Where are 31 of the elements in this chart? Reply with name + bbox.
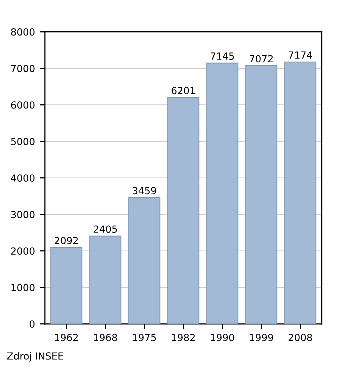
text: Zdroj INSEE xyxy=(7,352,64,362)
y-tick-label: 5000 xyxy=(11,138,35,146)
bar xyxy=(168,97,200,324)
x-tick-label: 2008 xyxy=(288,334,312,342)
y-tick-label: 2000 xyxy=(11,248,35,255)
y-tick-label: 4000 xyxy=(11,174,35,182)
data-label: 7145 xyxy=(210,52,234,60)
y-tick-label: 8000 xyxy=(11,28,35,36)
y-tick-label: 3000 xyxy=(11,211,35,218)
bar xyxy=(284,62,317,324)
y-tick-label: 1000 xyxy=(12,284,35,292)
data-label: 3459 xyxy=(132,187,156,195)
data-label: 7174 xyxy=(288,52,312,59)
data-label: 6201 xyxy=(172,87,196,94)
x-tick-label: 1968 xyxy=(94,334,118,342)
bar xyxy=(50,247,83,324)
data-label: 7072 xyxy=(250,55,273,63)
bar xyxy=(90,236,122,324)
data-label: 2405 xyxy=(94,226,118,234)
x-tick-label: 1990 xyxy=(211,334,234,342)
bar xyxy=(128,197,161,324)
y-tick-label: 0 xyxy=(30,320,35,328)
x-tick-label: 1982 xyxy=(172,334,195,342)
bar xyxy=(206,62,239,324)
x-tick-label: 1975 xyxy=(133,334,156,342)
bar xyxy=(246,66,278,324)
y-tick-label: 6000 xyxy=(11,102,35,109)
x-tick-label: 1962 xyxy=(55,334,78,342)
data-label: 2092 xyxy=(54,237,78,244)
x-tick-label: 1999 xyxy=(250,334,274,342)
y-tick-label: 7000 xyxy=(11,65,35,72)
